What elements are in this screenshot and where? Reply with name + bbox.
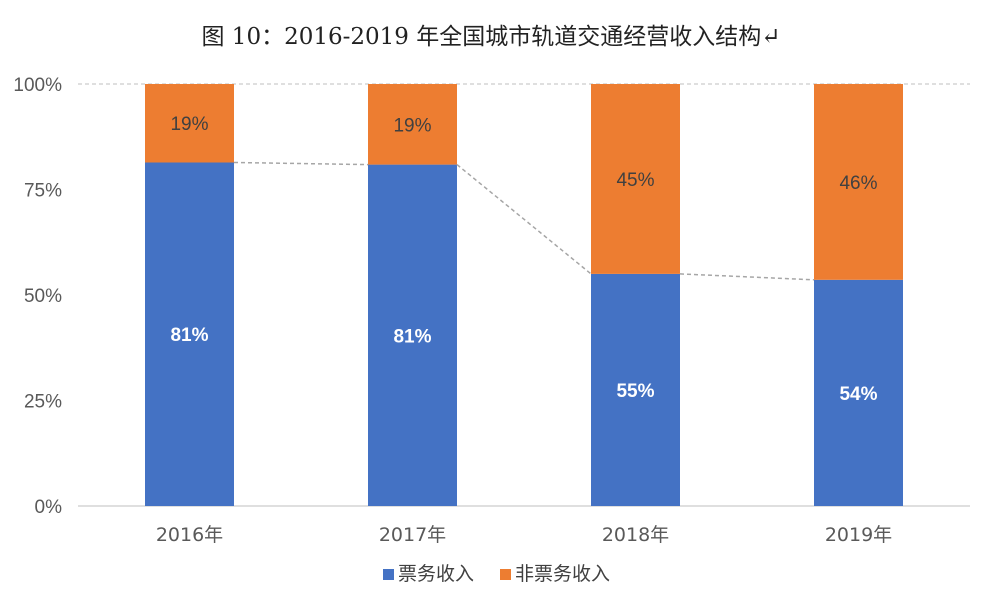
x-tick-label: 2018年 [602,524,669,546]
legend-swatch [383,569,394,580]
data-label: 81% [170,325,208,346]
x-tick-label: 2017年 [379,524,446,546]
axis-layer: 0% 25% 50% 75% 100% 2016年 2017年 2018年 2019年 [13,75,970,546]
data-label: 81% [393,326,431,347]
chart-title: 图 10：2016-2019 年全国城市轨道交通经营收入结构↵ [202,24,781,50]
data-label: 46% [839,173,877,194]
y-tick-label: 100% [13,75,62,96]
data-label: 54% [839,384,877,405]
legend-label: 非票务收入 [515,563,610,585]
y-tick-label: 50% [24,286,62,307]
data-label: 19% [393,115,431,136]
bar-segment-ticket [368,164,457,507]
legend: 票务收入 非票务收入 [383,563,610,585]
data-label: 55% [616,381,654,402]
bar-segment-non-ticket [591,84,680,274]
bar-segment-non-ticket [145,84,234,163]
labels-layer: 81% 19% 81% 19% 55% 45% 54% 46% [170,114,877,405]
bar-segment-ticket [591,273,680,506]
bar-segment-ticket [145,162,234,506]
y-tick-label: 25% [24,392,62,413]
bar-segment-ticket [814,279,903,506]
bar-segment-non-ticket [368,84,457,165]
series-line [679,273,815,281]
x-tick-label: 2019年 [825,524,892,546]
y-tick-label: 0% [35,497,63,518]
data-label: 19% [170,114,208,135]
bar-segment-non-ticket [814,84,903,280]
legend-label: 票务收入 [398,563,474,585]
bars-layer [145,84,903,507]
data-label: 45% [616,170,654,191]
legend-swatch [500,569,511,580]
x-tick-label: 2016年 [156,524,223,546]
series-line [456,164,592,275]
y-tick-label: 75% [24,181,62,202]
series-line [233,161,369,166]
